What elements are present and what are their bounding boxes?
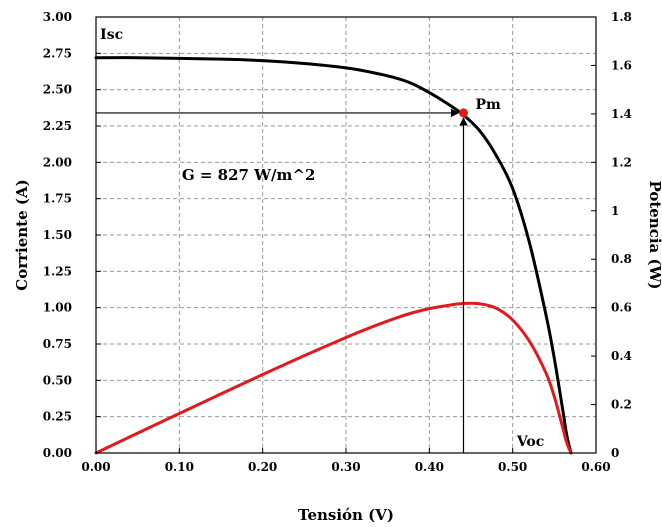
y-left-axis-label: Corriente (A) <box>13 179 31 290</box>
x-tick-label: 0.30 <box>331 460 360 474</box>
current-curve <box>96 58 571 453</box>
y-left-tick-label: 0.00 <box>43 446 72 460</box>
y-left-tick-label: 0.75 <box>43 337 72 351</box>
y-right-tick-label: 0.6 <box>611 301 632 315</box>
series-layer <box>96 58 571 453</box>
y-right-tick-label: 0.4 <box>611 349 632 363</box>
pm-label: Pm <box>476 97 502 113</box>
y-left-tick-label: 1.50 <box>43 228 72 242</box>
irradiance-label: G = 827 W/m^2 <box>182 166 316 184</box>
y-right-tick-label: 1.2 <box>611 155 632 169</box>
tick-layer: 0.00 0.10 0.20 0.30 0.40 0.50 0.600.000.250.50… <box>43 10 632 474</box>
y-right-tick-label: 1.4 <box>611 107 632 121</box>
x-tick-label: 0.00 <box>81 460 110 474</box>
power-curve <box>96 303 571 453</box>
y-right-tick-label: 0.8 <box>611 252 632 266</box>
isc-label: Isc <box>100 27 123 43</box>
y-left-tick-label: 1.25 <box>43 264 72 278</box>
x-tick-label: 0.50 <box>498 460 527 474</box>
x-tick-label: 0.10 <box>165 460 194 474</box>
y-left-tick-label: 0.25 <box>43 410 72 424</box>
y-right-tick-label: 0.2 <box>611 398 632 412</box>
y-left-tick-label: 2.75 <box>43 46 72 60</box>
y-left-tick-label: 2.25 <box>43 119 72 133</box>
y-left-tick-label: 2.00 <box>43 155 72 169</box>
x-axis-label: Tensión (V) <box>298 506 394 524</box>
y-right-tick-label: 1 <box>611 204 619 218</box>
y-right-axis-label: Potencia (W) <box>646 180 662 289</box>
y-left-tick-label: 1.00 <box>43 301 72 315</box>
mpp-point <box>459 108 468 117</box>
y-left-tick-label: 3.00 <box>43 10 72 24</box>
y-left-tick-label: 0.50 <box>43 373 72 387</box>
marker-layer <box>96 108 468 453</box>
x-tick-label: 0.60 <box>581 460 610 474</box>
y-left-tick-label: 2.50 <box>43 83 72 97</box>
x-tick-label: 0.20 <box>248 460 277 474</box>
x-tick-label: 0.40 <box>415 460 444 474</box>
y-right-tick-label: 0 <box>611 446 619 460</box>
voc-label: Voc <box>516 434 544 450</box>
label-layer: Isc Pm Voc G = 827 W/m^2 Tensión (V) Corrient… <box>13 27 662 524</box>
y-right-tick-label: 1.6 <box>611 58 632 72</box>
grid-lines <box>96 17 596 453</box>
y-left-tick-label: 1.75 <box>43 192 72 206</box>
y-right-tick-label: 1.8 <box>611 10 632 24</box>
